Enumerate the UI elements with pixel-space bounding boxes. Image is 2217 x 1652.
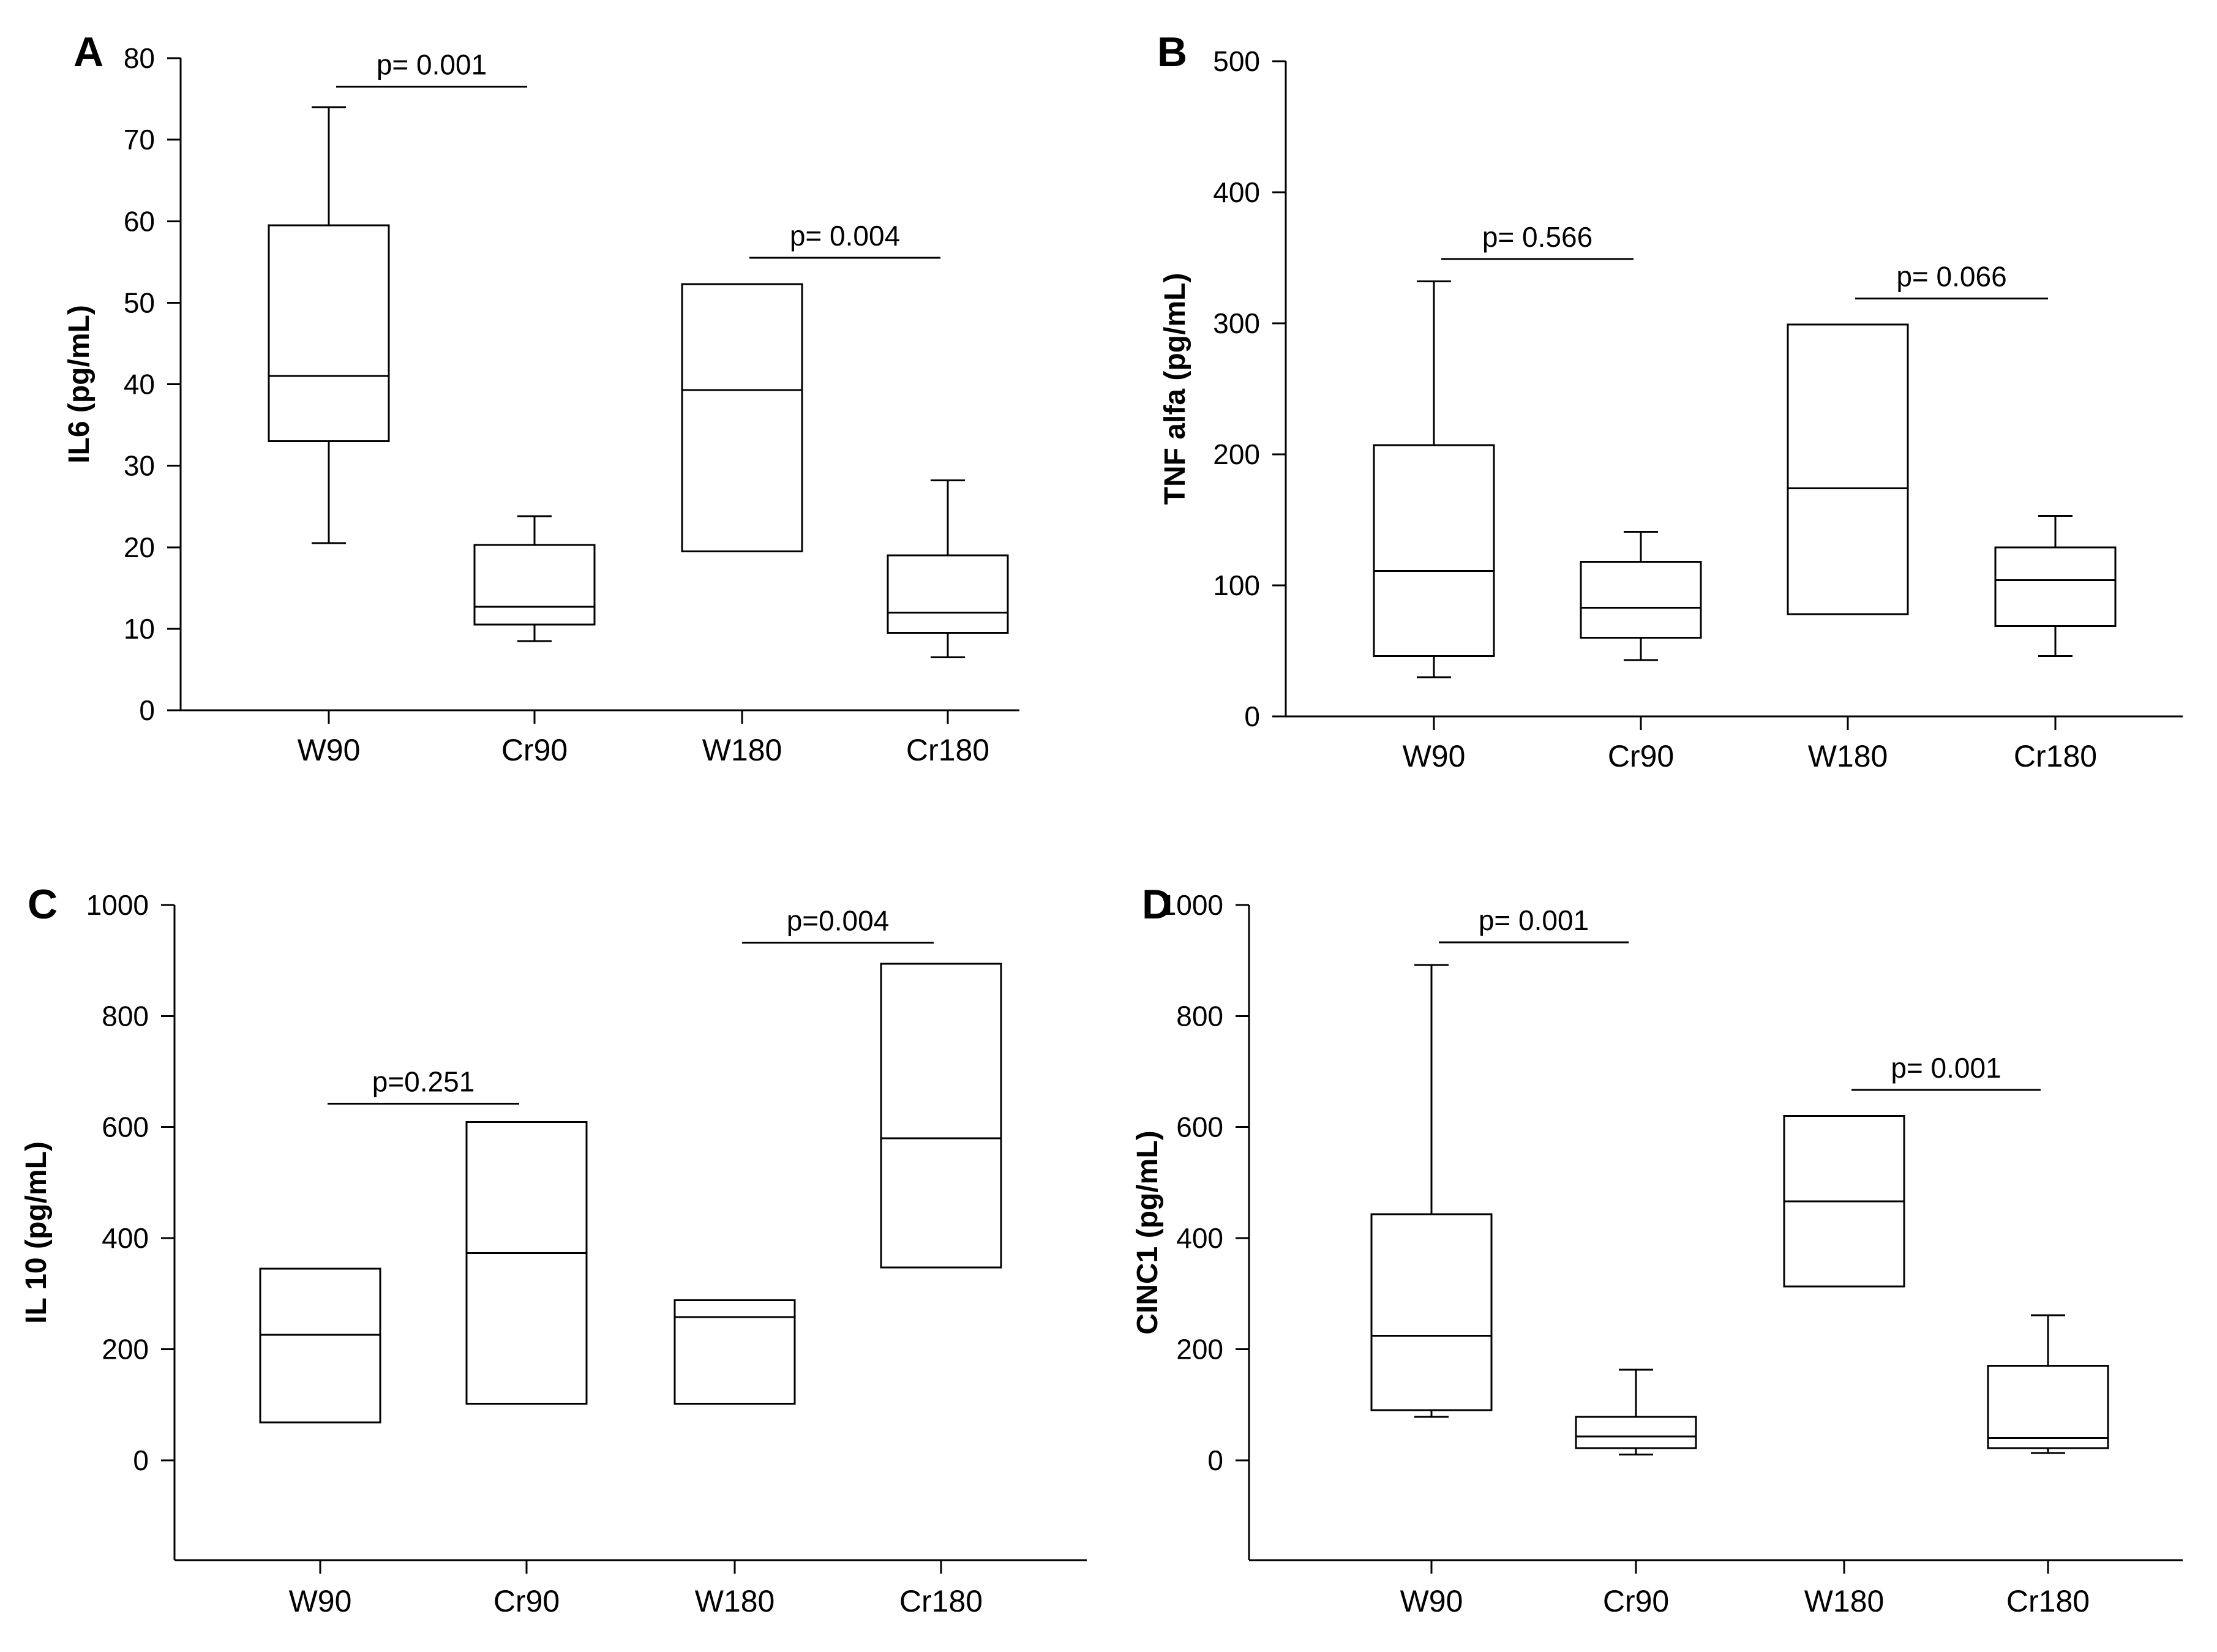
y-tick-label: 800 xyxy=(1176,1000,1223,1032)
x-tick-label: W90 xyxy=(1400,1584,1463,1618)
box-cr180 xyxy=(880,963,1002,1269)
y-tick-label: 40 xyxy=(124,369,155,400)
box-w90 xyxy=(259,1267,381,1424)
panel-letter: D xyxy=(1142,881,1172,928)
box-iqr xyxy=(1575,1416,1697,1449)
x-tick-label: W180 xyxy=(702,733,782,767)
panel-b: B TNF alfa (pg/mL) 0 100 200 300 400 500 W90 Cr90… xyxy=(1157,29,2183,773)
p-value-label: p= 0.001 xyxy=(1891,1052,2001,1084)
x-tick-label: Cr180 xyxy=(2014,739,2097,773)
box-iqr xyxy=(259,1267,381,1424)
box-cr90 xyxy=(473,515,596,642)
box-iqr xyxy=(1994,546,2117,627)
box-iqr xyxy=(1370,1213,1493,1411)
box-iqr xyxy=(465,1121,588,1405)
y-tick-label: 0 xyxy=(133,1444,149,1476)
y-tick-label: 600 xyxy=(1176,1111,1223,1143)
box-cr90 xyxy=(465,1121,588,1405)
box-cr180 xyxy=(1994,515,2117,658)
box-cr90 xyxy=(1575,1369,1697,1456)
box-iqr xyxy=(1987,1365,2109,1449)
box-w90 xyxy=(1370,964,1493,1418)
x-tick-label: Cr180 xyxy=(899,1584,983,1618)
y-tick-label: 0 xyxy=(1207,1444,1223,1476)
x-tick-label: Cr90 xyxy=(1608,739,1674,773)
y-tick-label: 30 xyxy=(124,450,155,482)
y-axis-label: IL 10 (pg/mL) xyxy=(20,1141,53,1324)
panel-a: A IL6 (pg/mL) 0 10 20 30 40 50 60 70 80 W90 Cr90 W180… xyxy=(63,29,1019,767)
y-tick-label: 80 xyxy=(124,42,155,74)
y-tick-label: 20 xyxy=(124,531,155,563)
y-tick-label: 300 xyxy=(1213,307,1260,339)
panel-letter: C xyxy=(28,881,58,928)
y-tick-label: 1000 xyxy=(1161,889,1223,921)
y-tick-label: 200 xyxy=(1176,1333,1223,1365)
y-tick-label: 500 xyxy=(1213,45,1260,77)
x-tick-label: W90 xyxy=(1403,739,1466,773)
y-tick-label: 1000 xyxy=(86,889,149,921)
box-iqr xyxy=(1787,323,1909,615)
y-tick-label: 0 xyxy=(1244,700,1260,732)
panel-d: D CINC1 (pg/mL) 0 200 400 600 800 1000 W90 Cr90 W1… xyxy=(1131,881,2183,1618)
y-tick-label: 200 xyxy=(102,1333,149,1365)
panel-c: C IL 10 (pg/mL) 0 200 400 600 800 1000 W90 Cr90 W1… xyxy=(20,881,1087,1618)
x-tick-label: W90 xyxy=(289,1584,352,1618)
y-tick-label: 70 xyxy=(124,124,155,156)
box-cr180 xyxy=(1987,1314,2109,1454)
box-iqr xyxy=(887,554,1009,634)
y-tick-label: 400 xyxy=(1213,176,1260,208)
box-iqr xyxy=(673,1299,796,1405)
y-tick-label: 200 xyxy=(1213,438,1260,470)
x-tick-label: Cr90 xyxy=(493,1584,560,1618)
y-tick-label: 10 xyxy=(124,613,155,645)
x-tick-label: W90 xyxy=(298,733,361,767)
p-value-label: p=0.004 xyxy=(787,905,890,937)
y-tick-label: 800 xyxy=(102,1000,149,1032)
box-w180 xyxy=(1783,1115,1905,1288)
y-tick-label: 100 xyxy=(1213,569,1260,601)
y-axis-label: TNF alfa (pg/mL) xyxy=(1159,273,1191,505)
box-w180 xyxy=(1787,323,1909,615)
panel-letter: B xyxy=(1157,29,1187,75)
y-tick-label: 0 xyxy=(139,694,155,726)
y-tick-label: 50 xyxy=(124,287,155,318)
box-iqr xyxy=(1373,444,1495,658)
x-tick-label: Cr180 xyxy=(2006,1584,2090,1618)
y-axis-label: CINC1 (pg/mL) xyxy=(1131,1130,1164,1334)
box-cr180 xyxy=(887,479,1009,658)
y-tick-label: 400 xyxy=(102,1222,149,1254)
p-value-label: p= 0.066 xyxy=(1896,260,2006,292)
box-w90 xyxy=(1373,280,1495,678)
box-w90 xyxy=(268,106,390,544)
box-cr90 xyxy=(1580,530,1702,661)
x-tick-label: Cr90 xyxy=(1603,1584,1669,1618)
box-iqr xyxy=(880,963,1002,1269)
panel-letter: A xyxy=(73,29,103,75)
x-tick-label: W180 xyxy=(1808,739,1888,773)
y-tick-label: 400 xyxy=(1176,1222,1223,1254)
y-tick-label: 60 xyxy=(124,205,155,237)
p-value-label: p= 0.001 xyxy=(1479,904,1589,936)
box-iqr xyxy=(681,283,803,552)
y-tick-label: 600 xyxy=(102,1111,149,1143)
box-iqr xyxy=(1580,560,1702,639)
x-tick-label: W180 xyxy=(695,1584,775,1618)
box-w180 xyxy=(673,1299,796,1405)
box-iqr xyxy=(473,544,596,626)
x-tick-label: Cr90 xyxy=(501,733,568,767)
p-value-label: p=0.251 xyxy=(372,1066,475,1098)
p-value-label: p= 0.566 xyxy=(1482,221,1592,253)
box-w180 xyxy=(681,283,803,552)
p-value-label: p= 0.004 xyxy=(790,220,900,252)
y-axis-label: IL6 (pg/mL) xyxy=(63,305,96,464)
p-value-label: p= 0.001 xyxy=(377,49,487,81)
x-tick-label: W180 xyxy=(1804,1584,1885,1618)
box-iqr xyxy=(268,224,390,443)
x-tick-label: Cr180 xyxy=(906,733,989,767)
